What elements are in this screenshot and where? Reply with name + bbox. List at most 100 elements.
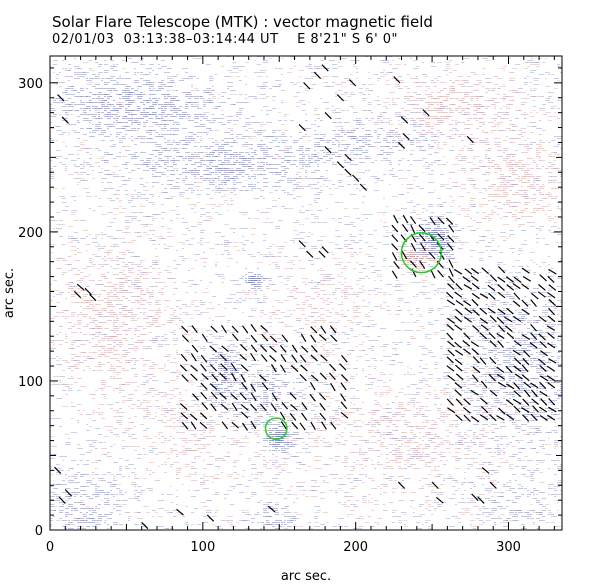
field-pixel [149, 134, 152, 135]
field-pixel [161, 324, 165, 325]
field-pixel [125, 164, 127, 165]
field-pixel [416, 112, 420, 113]
field-pixel [257, 144, 261, 145]
field-pixel [326, 276, 330, 277]
field-pixel [467, 128, 469, 129]
field-pixel [308, 164, 310, 165]
field-pixel [485, 92, 488, 93]
field-pixel [92, 210, 96, 211]
field-pixel [449, 136, 452, 137]
field-pixel [299, 210, 302, 211]
field-pixel [122, 232, 127, 233]
field-pixel [263, 186, 268, 187]
field-pixel [92, 294, 97, 295]
field-pixel [296, 220, 299, 221]
field-pixel [341, 110, 345, 111]
field-pixel [488, 100, 494, 101]
field-pixel [74, 58, 76, 59]
field-pixel [191, 226, 197, 227]
field-pixel [425, 86, 428, 87]
field-pixel [251, 288, 256, 289]
field-pixel [242, 250, 246, 251]
field-pixel [122, 330, 127, 331]
field-pixel [116, 230, 122, 231]
field-pixel [191, 102, 195, 103]
field-pixel [191, 84, 193, 85]
field-pixel [95, 128, 100, 129]
field-pixel [233, 162, 236, 163]
field-pixel [83, 108, 88, 109]
field-pixel [83, 326, 88, 327]
field-pixel [404, 96, 407, 97]
field-pixel [503, 278, 508, 279]
field-pixel [185, 148, 187, 149]
field-pixel [191, 104, 193, 105]
field-pixel [248, 282, 252, 283]
field-pixel [113, 118, 119, 119]
field-pixel [335, 136, 341, 137]
field-pixel [431, 252, 436, 253]
field-pixel [68, 88, 74, 89]
field-pixel [548, 166, 553, 167]
field-pixel [134, 296, 139, 297]
field-pixel [353, 292, 355, 293]
field-pixel [131, 220, 134, 221]
field-pixel [440, 244, 445, 245]
field-pixel [440, 238, 443, 239]
field-pixel [350, 74, 353, 75]
field-pixel [437, 122, 441, 123]
field-pixel [356, 120, 362, 121]
field-pixel [368, 134, 370, 135]
field-pixel [293, 140, 299, 141]
field-pixel [362, 100, 366, 101]
field-pixel [521, 104, 525, 105]
field-pixel [50, 116, 56, 117]
field-pixel [446, 118, 449, 119]
field-pixel [461, 328, 466, 329]
field-pixel [140, 178, 143, 179]
field-pixel [50, 284, 52, 285]
field-pixel [251, 144, 253, 145]
field-pixel [191, 164, 196, 165]
field-pixel [368, 290, 371, 291]
field-pixel [248, 166, 252, 167]
field-pixel [476, 106, 482, 107]
field-pixel [539, 274, 541, 275]
field-pixel [410, 258, 412, 259]
field-pixel [152, 264, 158, 265]
field-pixel [545, 168, 549, 169]
field-pixel [113, 194, 117, 195]
field-pixel [83, 96, 88, 97]
field-pixel [491, 292, 497, 293]
field-pixel [119, 186, 122, 187]
field-pixel [170, 314, 174, 315]
field-pixel [524, 62, 528, 63]
field-pixel [434, 234, 438, 235]
field-pixel [329, 158, 333, 159]
field-pixel [485, 106, 490, 107]
field-pixel [359, 158, 362, 159]
field-pixel [482, 218, 487, 219]
field-pixel [83, 180, 88, 181]
field-pixel [554, 198, 557, 199]
field-pixel [500, 252, 503, 253]
field-pixel [314, 188, 319, 189]
field-pixel [542, 316, 548, 317]
field-pixel [134, 232, 139, 233]
field-pixel [134, 300, 139, 301]
field-pixel [62, 188, 65, 189]
field-pixel [212, 184, 215, 185]
field-pixel [443, 230, 447, 231]
field-pixel [413, 322, 417, 323]
field-pixel [356, 308, 360, 309]
field-pixel [125, 324, 128, 325]
field-pixel [176, 306, 179, 307]
field-pixel [98, 248, 104, 249]
field-pixel [314, 198, 320, 199]
field-pixel [425, 132, 429, 133]
field-pixel [488, 90, 490, 91]
field-pixel [227, 86, 233, 87]
field-pixel [104, 114, 109, 115]
field-pixel [401, 242, 404, 243]
field-pixel [230, 168, 234, 169]
